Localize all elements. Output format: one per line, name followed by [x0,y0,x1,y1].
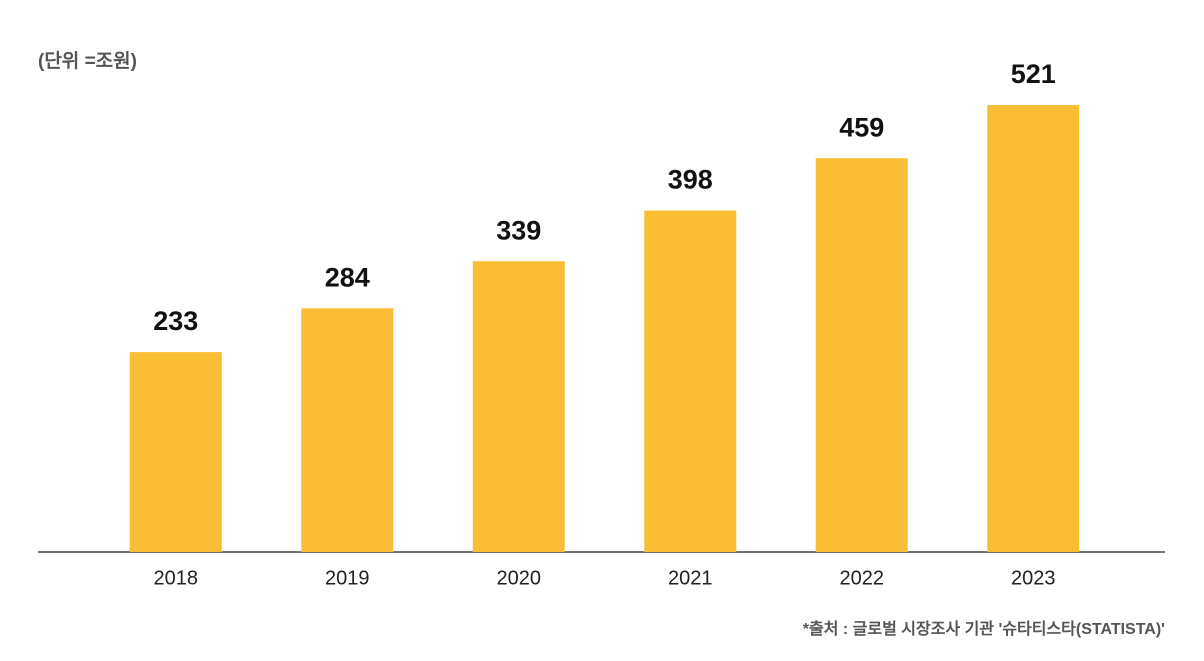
bar [301,308,394,552]
x-tick-label: 2020 [497,567,542,589]
x-tick-label: 2018 [154,567,199,589]
x-tick-label: 2021 [668,567,713,589]
x-tick-label: 2023 [1011,567,1056,589]
source-note: *출처 : 글로벌 시장조사 기관 '슈타티스타(STATISTA)' [803,620,1165,638]
bar [644,210,737,552]
bar [987,105,1080,552]
unit-note: (단위 =조원) [38,50,137,72]
value-label: 233 [153,306,198,336]
bar [815,158,908,553]
x-tick-label: 2019 [325,567,370,589]
value-label: 284 [325,262,370,292]
bar [472,261,565,552]
value-label: 339 [496,215,541,245]
x-tick-label: 2022 [840,567,885,589]
value-label: 459 [839,112,884,142]
bar [129,352,222,552]
value-label: 521 [1011,59,1056,89]
value-label: 398 [668,165,713,195]
